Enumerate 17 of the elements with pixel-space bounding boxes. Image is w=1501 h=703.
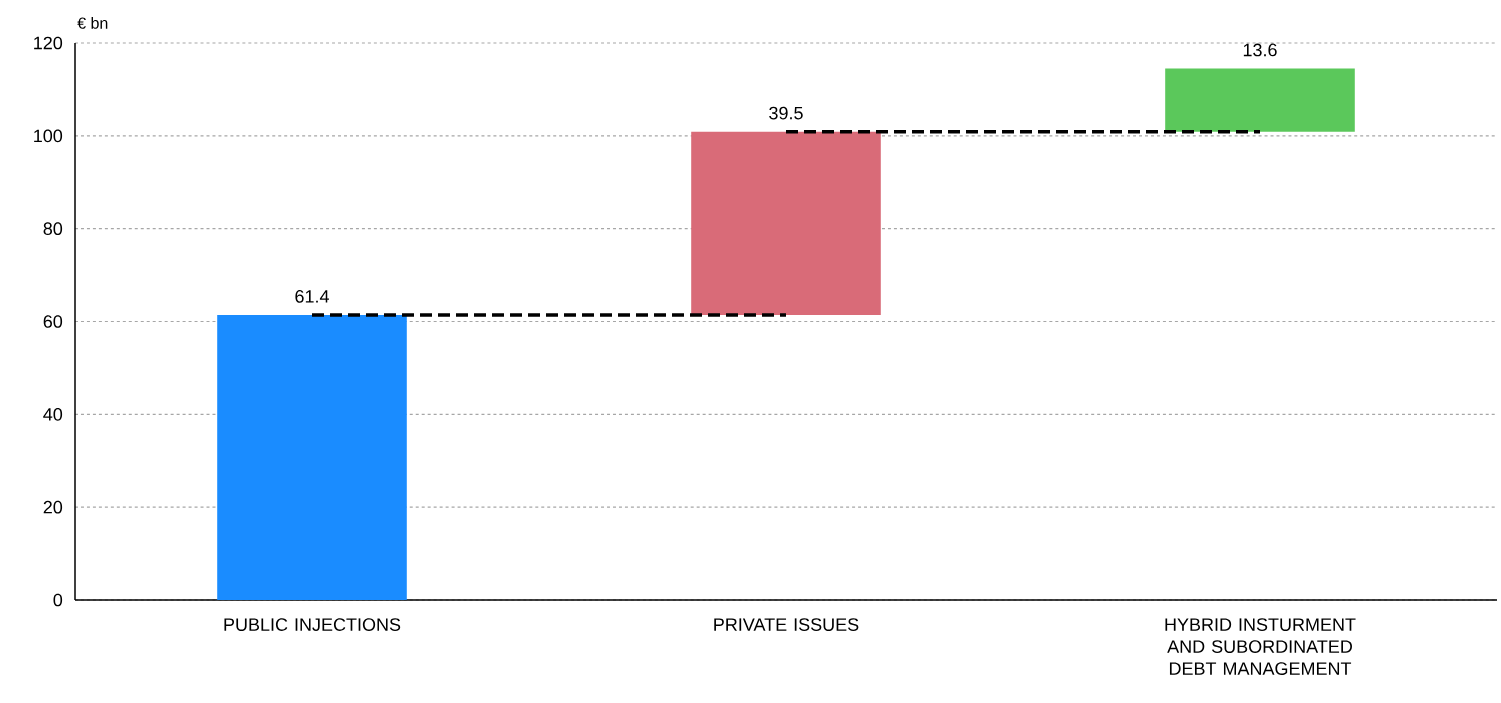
data-label: 39.5 bbox=[769, 106, 803, 120]
y-tick-label: 100 bbox=[34, 129, 63, 143]
data-label: 61.4 bbox=[295, 290, 329, 303]
bar bbox=[691, 131, 881, 315]
x-tick-label: PRIVATE ISSUES bbox=[714, 618, 859, 631]
y-axis-title: € bn bbox=[77, 17, 108, 29]
data-label: 13.6 bbox=[1243, 43, 1277, 57]
bar bbox=[217, 315, 407, 600]
y-tick-label: 120 bbox=[34, 36, 63, 50]
x-tick-label: HYBRID INSTURMENT AND SUBORDINATED DEBT MANAGEMENT bbox=[1165, 618, 1356, 675]
bar bbox=[1165, 68, 1355, 132]
y-tick-label: 60 bbox=[43, 315, 63, 328]
y-tick-label: 80 bbox=[43, 222, 63, 236]
y-tick-label: 0 bbox=[53, 593, 63, 607]
y-tick-label: 20 bbox=[43, 500, 63, 514]
x-tick-label: PUBLIC INJECTIONS bbox=[224, 618, 401, 631]
y-tick-label: 40 bbox=[43, 407, 63, 421]
